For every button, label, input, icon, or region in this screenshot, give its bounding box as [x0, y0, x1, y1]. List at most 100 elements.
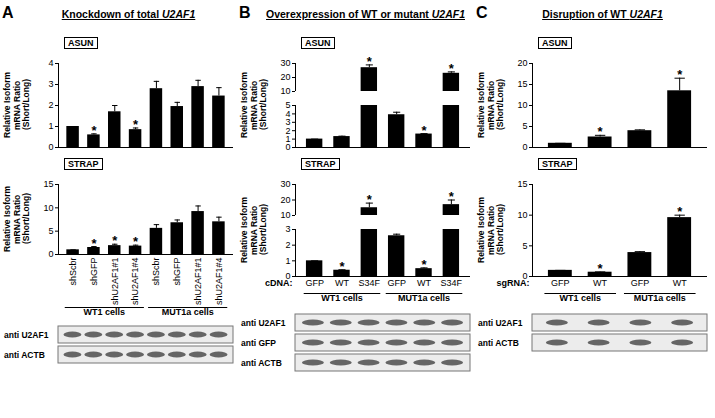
- svg-text:10: 10: [517, 210, 527, 220]
- svg-text:*: *: [598, 261, 604, 276]
- svg-text:0: 0: [48, 142, 53, 152]
- svg-text:shScbr: shScbr: [68, 258, 78, 286]
- svg-text:shGFP: shGFP: [172, 258, 182, 286]
- svg-text:WT: WT: [593, 278, 607, 288]
- svg-text:*: *: [367, 54, 373, 69]
- svg-text:15: 15: [517, 79, 527, 89]
- html-text:STRAP: STRAP: [542, 159, 573, 169]
- svg-text:*: *: [421, 123, 427, 138]
- svg-text:0: 0: [522, 142, 527, 152]
- svg-text:WT1 cells: WT1 cells: [84, 307, 126, 317]
- html-text:Relative Isoform mRNA Ratio (S: Relative Isoform mRNA Ratio (Short/Long): [1, 71, 31, 139]
- svg-text:sgRNA:: sgRNA:: [497, 278, 530, 288]
- svg-text:GFP: GFP: [631, 278, 650, 288]
- svg-text:0: 0: [285, 142, 291, 153]
- svg-text:*: *: [91, 123, 97, 138]
- svg-text:S34F: S34F: [441, 278, 463, 288]
- svg-text:*: *: [677, 67, 683, 82]
- svg-text:*: *: [421, 257, 427, 272]
- svg-text:shGFP: shGFP: [89, 258, 99, 286]
- svg-text:30: 30: [280, 58, 290, 68]
- svg-text:*: *: [367, 192, 373, 207]
- svg-text:cDNA:: cDNA:: [265, 278, 293, 288]
- svg-text:1: 1: [285, 134, 291, 144]
- html-text:STRAP: STRAP: [68, 159, 99, 169]
- svg-text:15: 15: [43, 179, 53, 189]
- svg-text:WT: WT: [335, 278, 349, 288]
- svg-text:2: 2: [285, 240, 290, 250]
- svg-text:*: *: [133, 234, 139, 249]
- svg-text:5: 5: [522, 121, 527, 131]
- html-text:ASUN: ASUN: [542, 38, 568, 48]
- svg-text:5: 5: [522, 241, 527, 251]
- html-text:Disruption of WT U2AF1: Disruption of WT U2AF1: [542, 8, 663, 20]
- svg-text:*: *: [133, 117, 139, 132]
- svg-text:3: 3: [48, 79, 53, 89]
- svg-text:30: 30: [280, 179, 290, 189]
- svg-text:MUT1a cells: MUT1a cells: [398, 293, 450, 303]
- html-text:Overexpression of WT or mutant: Overexpression of WT or mutant U2AF1: [266, 8, 465, 20]
- svg-text:15: 15: [517, 179, 527, 189]
- svg-text:GFP: GFP: [387, 278, 406, 288]
- svg-text:anti U2AF1: anti U2AF1: [241, 318, 286, 328]
- svg-text:4: 4: [285, 108, 291, 119]
- svg-text:*: *: [112, 233, 118, 248]
- svg-text:20: 20: [280, 195, 290, 205]
- svg-text:WT: WT: [417, 278, 431, 288]
- svg-text:0: 0: [285, 271, 291, 282]
- svg-text:MUT1a cells: MUT1a cells: [634, 293, 686, 303]
- html-text:STRAP: STRAP: [305, 159, 336, 169]
- svg-text:WT: WT: [673, 278, 687, 288]
- svg-text:*: *: [449, 189, 455, 204]
- svg-text:3: 3: [285, 224, 290, 234]
- svg-text:anti U2AF1: anti U2AF1: [4, 330, 49, 340]
- svg-text:S34F: S34F: [359, 278, 381, 288]
- svg-text:WT1 cells: WT1 cells: [559, 293, 601, 303]
- svg-text:1: 1: [285, 256, 290, 266]
- svg-text:*: *: [598, 124, 604, 139]
- html-text:Relative Isoform mRNA Ratio (S: Relative Isoform mRNA Ratio (Short/Long): [475, 71, 505, 139]
- svg-text:*: *: [339, 259, 345, 274]
- svg-text:1: 1: [48, 121, 53, 131]
- html-text:B: B: [239, 4, 251, 21]
- svg-text:anti ACTB: anti ACTB: [4, 350, 45, 360]
- svg-text:10: 10: [280, 86, 290, 96]
- svg-text:shU2AF1#1: shU2AF1#1: [193, 258, 203, 306]
- html-text:Knockdown of total U2AF1: Knockdown of total U2AF1: [61, 8, 196, 20]
- html-text:Relative Isoform mRNA Ratio (S: Relative Isoform mRNA Ratio (Short/Long): [238, 71, 268, 139]
- html-text:C: C: [476, 4, 488, 21]
- svg-text:WT1 cells: WT1 cells: [321, 293, 363, 303]
- svg-text:*: *: [677, 204, 683, 219]
- svg-text:shU2AF1#4: shU2AF1#4: [130, 258, 140, 306]
- svg-text:MUT1a cells: MUT1a cells: [162, 307, 214, 317]
- svg-text:shU2AF1#4: shU2AF1#4: [214, 258, 224, 306]
- svg-text:anti ACTB: anti ACTB: [478, 338, 519, 348]
- svg-text:shScbr: shScbr: [151, 258, 161, 286]
- svg-text:shU2AF1#1: shU2AF1#1: [110, 258, 120, 306]
- svg-text:20: 20: [280, 72, 290, 82]
- svg-text:*: *: [449, 61, 455, 76]
- html-text:ASUN: ASUN: [68, 38, 94, 48]
- html-text:ASUN: ASUN: [305, 38, 331, 48]
- svg-text:2: 2: [48, 100, 53, 110]
- svg-text:20: 20: [517, 58, 527, 68]
- svg-text:2: 2: [285, 125, 291, 136]
- html-text:Relative Isoform mRNA Ratio (S: Relative Isoform mRNA Ratio (Short/Long): [475, 196, 505, 264]
- svg-text:10: 10: [280, 210, 290, 220]
- svg-text:anti GFP: anti GFP: [241, 338, 276, 348]
- svg-text:5: 5: [285, 100, 290, 110]
- svg-text:0: 0: [48, 249, 53, 259]
- svg-text:4: 4: [48, 58, 53, 68]
- svg-text:GFP: GFP: [551, 278, 570, 288]
- html-text:A: A: [2, 4, 14, 21]
- html-text:Relative Isoform mRNA Ratio (S: Relative Isoform mRNA Ratio (Short/Long): [1, 185, 31, 253]
- svg-text:anti ACTB: anti ACTB: [241, 358, 282, 368]
- svg-text:5: 5: [48, 226, 53, 236]
- svg-text:*: *: [91, 236, 97, 251]
- html-text:Relative Isoform mRNA Ratio (S: Relative Isoform mRNA Ratio (Short/Long): [238, 196, 268, 264]
- svg-text:10: 10: [517, 100, 527, 110]
- svg-text:anti U2AF1: anti U2AF1: [478, 318, 523, 328]
- svg-text:3: 3: [285, 117, 291, 128]
- svg-text:10: 10: [43, 203, 53, 213]
- svg-text:GFP: GFP: [305, 278, 324, 288]
